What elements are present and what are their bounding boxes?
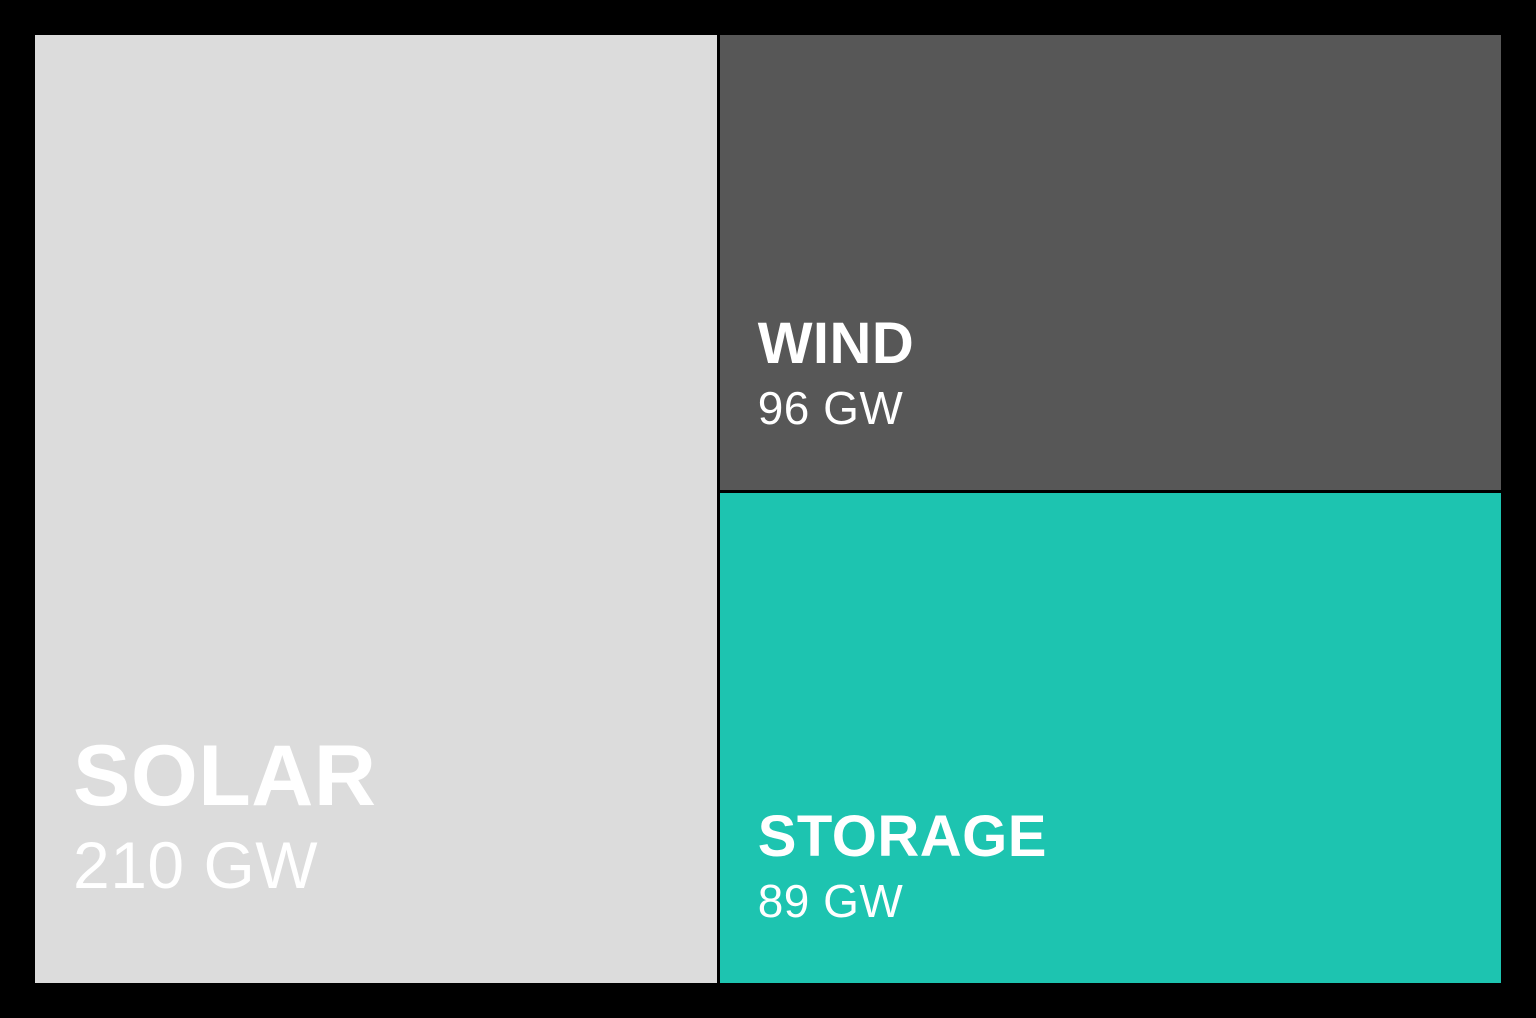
tile-storage: STORAGE 89 GW (720, 493, 1501, 983)
tile-wind-value: 96 GW (758, 381, 1501, 435)
tile-storage-value: 89 GW (758, 874, 1501, 928)
tile-wind: WIND 96 GW (720, 35, 1501, 490)
energy-treemap: SOLAR 210 GW WIND 96 GW STORAGE 89 GW (35, 35, 1501, 983)
tile-solar-label: SOLAR (73, 731, 717, 821)
tile-wind-label: WIND (758, 314, 1501, 375)
treemap-right-column: WIND 96 GW STORAGE 89 GW (720, 35, 1501, 983)
tile-solar: SOLAR 210 GW (35, 35, 717, 983)
tile-solar-value: 210 GW (73, 827, 717, 903)
tile-storage-label: STORAGE (758, 807, 1501, 868)
treemap-left-column: SOLAR 210 GW (35, 35, 717, 983)
